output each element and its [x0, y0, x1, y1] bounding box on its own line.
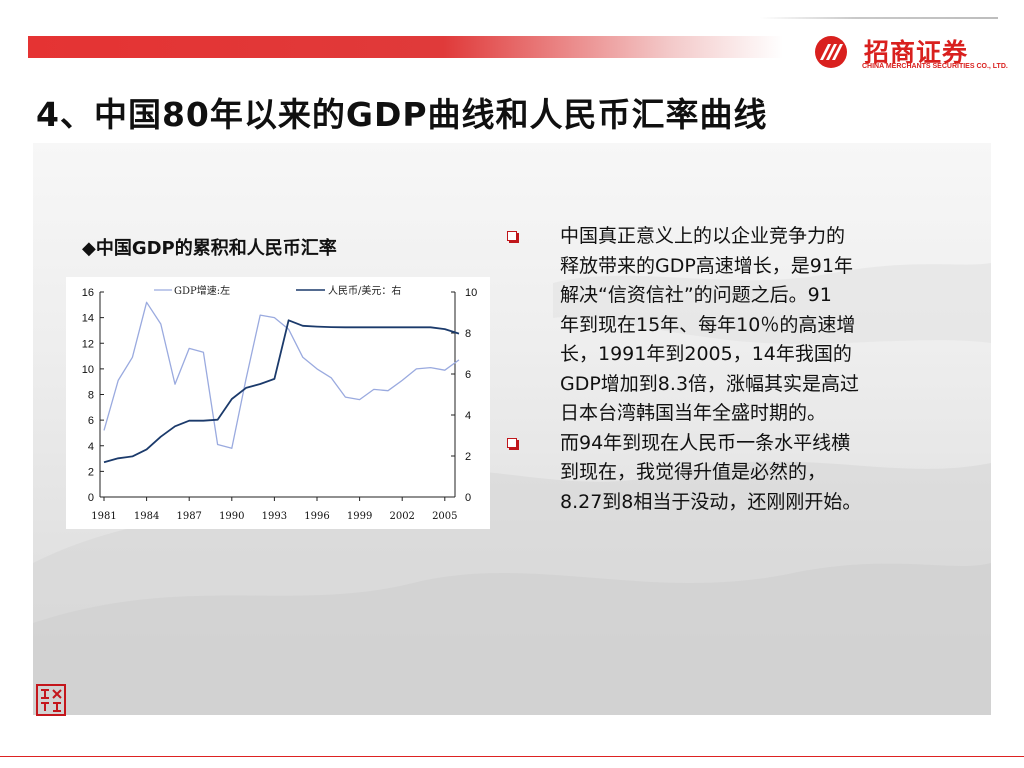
series-line-rmb-usd	[104, 320, 459, 462]
legend-label-fx: 人民币/美元：右	[328, 284, 401, 297]
x-tick-label: 1987	[176, 511, 201, 522]
left-tick-label: 16	[82, 287, 94, 299]
series-line-gdp-growth	[104, 302, 459, 448]
footer-rule	[0, 756, 1024, 757]
bullet-item-rmb: 而94年到现在人民币一条水平线横 到现在，我觉得升值是必然的， 8.27到8相当…	[505, 429, 1010, 518]
right-tick-label: 8	[465, 328, 471, 340]
right-tick-label: 4	[465, 410, 471, 422]
x-tick-label: 2005	[432, 511, 457, 522]
chart-title: ◆中国GDP的累积和人民币汇率	[82, 234, 337, 260]
seal-stamp-icon	[36, 684, 66, 716]
company-logo: 招商证券 CHINA MERCHANTS SECURITIES CO., LTD…	[812, 33, 992, 75]
bullet-2-line-1: 而94年到现在人民币一条水平线横	[560, 429, 1010, 459]
x-tick-label: 1996	[304, 511, 329, 522]
left-tick-label: 2	[88, 466, 94, 478]
header-top-rule	[760, 17, 998, 19]
chart-legend: GDP增速:左 人民币/美元：右	[154, 284, 401, 297]
bullet-marker-icon	[507, 231, 517, 241]
left-tick-label: 0	[88, 492, 94, 504]
x-tick-label: 1993	[262, 511, 287, 522]
bullet-1-line-6: GDP增加到8.3倍，涨幅其实是高过	[560, 370, 990, 400]
x-tick-label: 2002	[389, 511, 414, 522]
bullet-1-line-3: 解决“信资信社”的问题之后。91	[560, 281, 990, 311]
header-red-bar	[28, 36, 783, 58]
bullet-marker-icon	[507, 438, 517, 448]
bullet-1-line-1: 中国真正意义上的以企业竞争力的	[560, 222, 990, 252]
x-tick-label: 1981	[91, 511, 116, 522]
logo-icon	[812, 35, 854, 69]
left-tick-label: 4	[88, 441, 94, 453]
x-tick-label: 1984	[134, 511, 159, 522]
bullet-list: 中国真正意义上的以企业竞争力的 释放带来的GDP高速增长，是91年 解决“信资信…	[505, 222, 1005, 517]
left-tick-label: 6	[88, 415, 94, 427]
slide-title: 4、中国80年以来的GDP曲线和人民币汇率曲线	[36, 88, 768, 136]
chart-area: GDP增速:左 人民币/美元：右 0 2 4 6 8 10 12 14 16 0 2 4 6 8 10 198…	[66, 277, 490, 529]
bullet-1-line-5: 长，1991年到2005，14年我国的	[560, 340, 990, 370]
left-tick-label: 10	[82, 364, 94, 376]
bullet-1-line-2: 释放带来的GDP高速增长，是91年	[560, 252, 990, 282]
legend-label-gdp: GDP增速:左	[174, 284, 230, 297]
bullet-1-line-7: 日本台湾韩国当年全盛时期的。	[560, 399, 990, 429]
right-tick-label: 10	[465, 287, 477, 299]
right-tick-label: 0	[465, 492, 471, 504]
left-tick-label: 12	[82, 338, 94, 350]
right-tick-label: 2	[465, 451, 471, 463]
bullet-item-gdp: 中国真正意义上的以企业竞争力的 释放带来的GDP高速增长，是91年 解决“信资信…	[505, 222, 990, 429]
bullet-2-line-2: 到现在，我觉得升值是必然的，	[560, 458, 1010, 488]
left-tick-label: 14	[82, 313, 94, 325]
bullet-1-line-4: 年到现在15年、每年10％的高速增	[560, 311, 990, 341]
left-tick-label: 8	[88, 390, 94, 402]
x-tick-label: 1990	[219, 511, 244, 522]
gdp-fx-chart: GDP增速:左 人民币/美元：右 0 2 4 6 8 10 12 14 16 0 2 4 6 8 10 198…	[66, 277, 490, 529]
logo-english-name: CHINA MERCHANTS SECURITIES CO., LTD.	[862, 63, 1008, 70]
right-tick-label: 6	[465, 369, 471, 381]
x-tick-label: 1999	[347, 511, 372, 522]
bullet-2-line-3: 8.27到8相当于没动，还刚刚开始。	[560, 488, 1010, 518]
